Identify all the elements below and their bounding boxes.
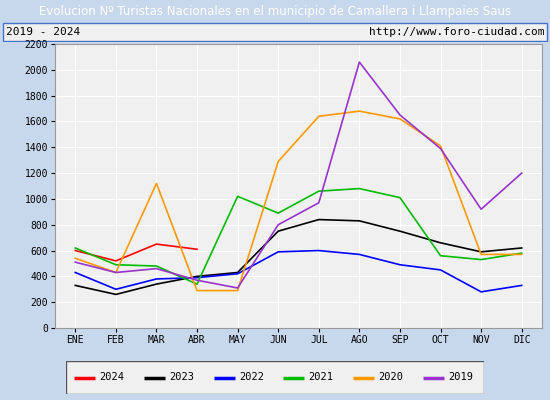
Text: http://www.foro-ciudad.com: http://www.foro-ciudad.com xyxy=(369,27,544,37)
Text: 2020: 2020 xyxy=(378,372,403,382)
FancyBboxPatch shape xyxy=(3,23,547,41)
Text: Evolucion Nº Turistas Nacionales en el municipio de Camallera i Llampaies Saus: Evolucion Nº Turistas Nacionales en el m… xyxy=(39,4,511,18)
FancyBboxPatch shape xyxy=(66,361,484,394)
Text: 2024: 2024 xyxy=(100,372,124,382)
Text: 2019: 2019 xyxy=(448,372,473,382)
Text: 2019 - 2024: 2019 - 2024 xyxy=(6,27,80,37)
Text: 2023: 2023 xyxy=(169,372,194,382)
Text: 2021: 2021 xyxy=(309,372,333,382)
Text: 2022: 2022 xyxy=(239,372,264,382)
